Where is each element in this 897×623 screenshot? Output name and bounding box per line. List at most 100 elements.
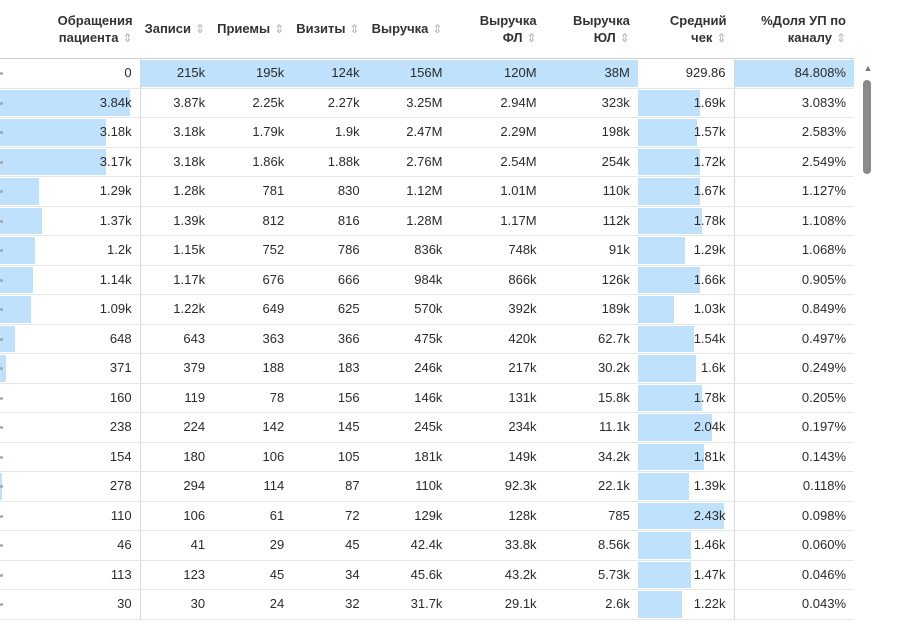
header-appeals[interactable]: Обращения пациента ⇕ (0, 0, 141, 59)
cell-value: 786 (337, 242, 360, 257)
cell-value: 1.28k (173, 183, 206, 198)
cell-value: 1.03k (693, 301, 726, 316)
sort-icon[interactable]: ⇕ (716, 30, 727, 45)
header-revenue-individuals[interactable]: Выручка ФЛ ⇕ (450, 0, 545, 59)
table-row[interactable]: 3.17k 3.18k 1.86k 1.88k 2.76M 2.54M 254k 1.72k 2… (0, 147, 854, 177)
scroll-up-arrow-icon[interactable]: ▲ (863, 63, 873, 73)
cell-value: 1.22k (693, 596, 726, 611)
table-cell: 1.78k (637, 206, 735, 236)
cell-value: 8.56k (598, 537, 630, 552)
cell-value: 0.046% (801, 566, 846, 582)
table-row[interactable]: 1.2k 1.15k 752 786 836k 748k 91k 1.29k 1.068% (0, 235, 854, 266)
cell-value-bar (637, 384, 703, 411)
cell-value: 2.47M (406, 124, 443, 139)
cell-value: 2.43k (693, 507, 726, 523)
cell-value: 1.28M (406, 212, 443, 228)
header-revenue-legal[interactable]: Выручка ЮЛ ⇕ (544, 0, 638, 59)
table-row[interactable]: 278 294 114 87 110k 92.3k 22.1k 1.39k 0.118% (0, 471, 854, 502)
table-cell: 234k (450, 412, 545, 443)
header-visits[interactable]: Визиты ⇕ (292, 0, 368, 59)
table-cell: 1.17M (450, 206, 545, 236)
row-indicator-icon (0, 396, 3, 400)
table-cell: 1.37k (0, 206, 141, 236)
table-cell: 198k (544, 117, 638, 148)
cell-value-bar (637, 355, 697, 382)
table-row[interactable]: 30 30 24 32 31.7k 29.1k 2.6k 1.22k 0.043% (0, 589, 854, 620)
sort-icon[interactable]: ⇕ (432, 22, 443, 36)
table-cell: 110 (0, 501, 141, 531)
table-row[interactable]: 1.37k 1.39k 812 816 1.28M 1.17M 112k 1.78k 1.108… (0, 206, 854, 236)
cell-value: 123 (183, 566, 206, 582)
table-row[interactable]: 160 119 78 156 146k 131k 15.8k 1.78k 0.205% (0, 383, 854, 413)
sort-icon[interactable]: ⇕ (835, 30, 846, 45)
cell-value: 1.57k (693, 124, 726, 139)
sort-icon[interactable]: ⇕ (274, 22, 285, 36)
cell-value: 1.72k (693, 153, 726, 169)
cell-value: 3.083% (801, 94, 846, 110)
table-cell: 38M (544, 58, 638, 89)
table-cell: 112k (544, 206, 638, 236)
cell-value: 110k (415, 478, 443, 493)
table-cell: 188 (213, 353, 293, 384)
cell-value: 128k (508, 507, 537, 523)
cell-value: 748k (508, 242, 537, 257)
table-row[interactable]: 3.84k 3.87k 2.25k 2.27k 3.25M 2.94M 323k 1.69k 3… (0, 88, 854, 118)
table-cell: 215k (140, 58, 214, 89)
table-row[interactable]: 154 180 106 105 181k 149k 34.2k 1.81k 0.143% (0, 442, 854, 472)
cell-value: 1.068% (801, 242, 846, 257)
header-label: пациента (58, 29, 119, 45)
scrollbar-thumb[interactable] (863, 80, 871, 174)
sort-icon[interactable]: ⇕ (122, 30, 133, 45)
table-row[interactable]: 46 41 29 45 42.4k 33.8k 8.56k 1.46k 0.060% (0, 530, 854, 561)
sort-icon[interactable]: ⇕ (526, 30, 537, 45)
table-cell: 11.1k (544, 412, 638, 443)
table-row[interactable]: 1.29k 1.28k 781 830 1.12M 1.01M 110k 1.67k 1.127… (0, 176, 854, 207)
table-cell: 781 (213, 176, 293, 207)
table-cell: 1.068% (734, 235, 854, 266)
cell-value: 1.46k (693, 537, 726, 552)
total-row[interactable]: 0 215k 195k 124k 156M 120M 38M 929.86 84.808% (0, 58, 854, 89)
table-row[interactable]: 3.18k 3.18k 1.79k 1.9k 2.47M 2.29M 198k 1.57k 2.… (0, 117, 854, 148)
table-cell: 30 (0, 589, 141, 620)
cell-value: 34 (345, 566, 360, 582)
table-row[interactable]: 238 224 142 145 245k 234k 11.1k 2.04k 0.197% (0, 412, 854, 443)
cell-value: 61 (269, 507, 285, 523)
cell-value: 929.86 (685, 65, 726, 80)
table-cell: 643 (140, 324, 214, 354)
cell-value: 246k (414, 360, 443, 375)
cell-value: 643 (183, 330, 206, 346)
cell-value: 0 (124, 65, 132, 80)
table-cell: 1.78k (637, 383, 735, 413)
table-row[interactable]: 113 123 45 34 45.6k 43.2k 5.73k 1.47k 0.046% (0, 560, 854, 590)
cell-value: 0.497% (801, 330, 846, 346)
header-average-check[interactable]: Средний чек ⇕ (637, 0, 735, 59)
header-records[interactable]: Записи ⇕ (140, 0, 214, 59)
cell-value: 45.6k (410, 566, 443, 582)
cell-value: 124k (331, 65, 360, 80)
table-cell: 2.04k (637, 412, 735, 443)
cell-value-bar (0, 207, 42, 234)
cell-value: 160 (109, 389, 132, 405)
sort-icon[interactable]: ⇕ (195, 22, 206, 36)
header-share-by-channel[interactable]: %Доля УП по каналу ⇕ (734, 0, 854, 59)
table-row[interactable]: 1.09k 1.22k 649 625 570k 392k 189k 1.03k 0.849% (0, 294, 854, 325)
table-row[interactable]: 648 643 363 366 475k 420k 62.7k 1.54k 0.497% (0, 324, 854, 354)
cell-value-bar (367, 60, 451, 87)
cell-value: 0.143% (801, 448, 846, 464)
table-cell: 78 (213, 383, 293, 413)
header-label-line1: Выручка (479, 12, 537, 28)
sort-icon[interactable]: ⇕ (349, 22, 360, 36)
table-cell: 1.81k (637, 442, 735, 472)
table-cell: 62.7k (544, 324, 638, 354)
cell-value: 294 (183, 478, 206, 493)
table-cell: 123 (140, 560, 214, 590)
header-appointments[interactable]: Приемы ⇕ (213, 0, 293, 59)
table-row[interactable]: 110 106 61 72 129k 128k 785 2.43k 0.098% (0, 501, 854, 531)
header-revenue[interactable]: Выручка ⇕ (367, 0, 451, 59)
cell-value-bar (0, 89, 130, 116)
sort-icon[interactable]: ⇕ (619, 30, 630, 45)
table-row[interactable]: 371 379 188 183 246k 217k 30.2k 1.6k 0.249% (0, 353, 854, 384)
row-indicator-icon (0, 455, 3, 459)
table-row[interactable]: 1.14k 1.17k 676 666 984k 866k 126k 1.66k 0.905% (0, 265, 854, 295)
table-cell: 1.72k (637, 147, 735, 177)
